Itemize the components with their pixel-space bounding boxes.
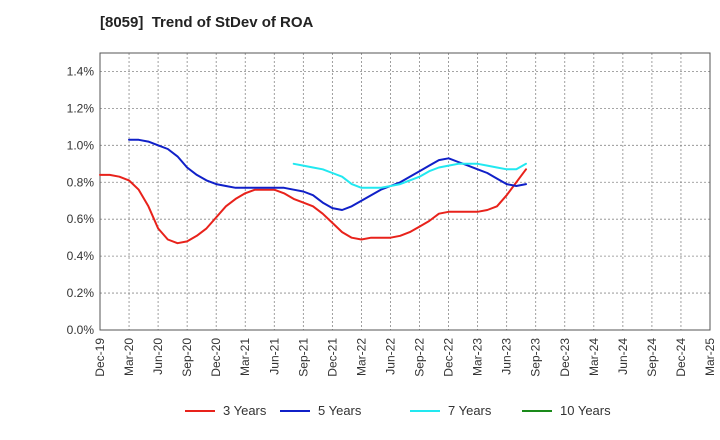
y-tick-label: 1.0% — [67, 138, 95, 152]
legend-label-10-years: 10 Years — [560, 403, 611, 418]
series-line-5-years — [128, 138, 527, 211]
x-tick-label: Sep-24 — [645, 338, 659, 377]
y-tick-label: 0.8% — [67, 175, 95, 189]
y-tick-label: 0.4% — [67, 249, 95, 263]
series-line-7-years — [292, 162, 527, 189]
x-tick-label: Mar-24 — [587, 338, 601, 376]
x-tick-label: Sep-21 — [296, 338, 310, 377]
y-tick-label: 1.2% — [67, 101, 95, 115]
y-tick-label: 0.6% — [67, 212, 95, 226]
legend-label-5-years: 5 Years — [318, 403, 362, 418]
x-tick-label: Mar-23 — [471, 338, 485, 376]
x-tick-label: Mar-22 — [354, 338, 368, 376]
legend-label-3-years: 3 Years — [223, 403, 267, 418]
plot-frame — [99, 52, 711, 331]
x-tick-label: Dec-23 — [558, 338, 572, 377]
x-tick-label: Dec-22 — [442, 338, 456, 377]
x-tick-label: Mar-25 — [703, 338, 717, 376]
x-tick-label: Sep-23 — [529, 338, 543, 377]
y-tick-label: 0.2% — [67, 286, 95, 300]
plot-area — [100, 53, 710, 330]
x-tick-label: Jun-23 — [500, 338, 514, 375]
x-tick-label: Dec-19 — [93, 338, 107, 377]
y-tick-label: 0.0% — [67, 323, 95, 337]
x-tick-label: Dec-24 — [674, 338, 688, 377]
legend-label-7-years: 7 Years — [448, 403, 492, 418]
series-line-3-years — [99, 168, 527, 245]
x-tick-label: Jun-21 — [267, 338, 281, 375]
x-tick-label: Jun-20 — [151, 338, 165, 375]
y-tick-label: 1.4% — [67, 64, 95, 78]
x-tick-label: Jun-24 — [616, 338, 630, 375]
chart-title: [8059] Trend of StDev of ROA — [100, 14, 314, 31]
x-tick-label: Dec-21 — [325, 338, 339, 377]
x-tick-label: Sep-20 — [180, 338, 194, 377]
x-tick-label: Dec-20 — [209, 338, 223, 377]
x-tick-label: Mar-20 — [122, 338, 136, 376]
x-tick-label: Jun-22 — [383, 338, 397, 375]
x-tick-label: Mar-21 — [238, 338, 252, 376]
x-tick-label: Sep-22 — [413, 338, 427, 377]
